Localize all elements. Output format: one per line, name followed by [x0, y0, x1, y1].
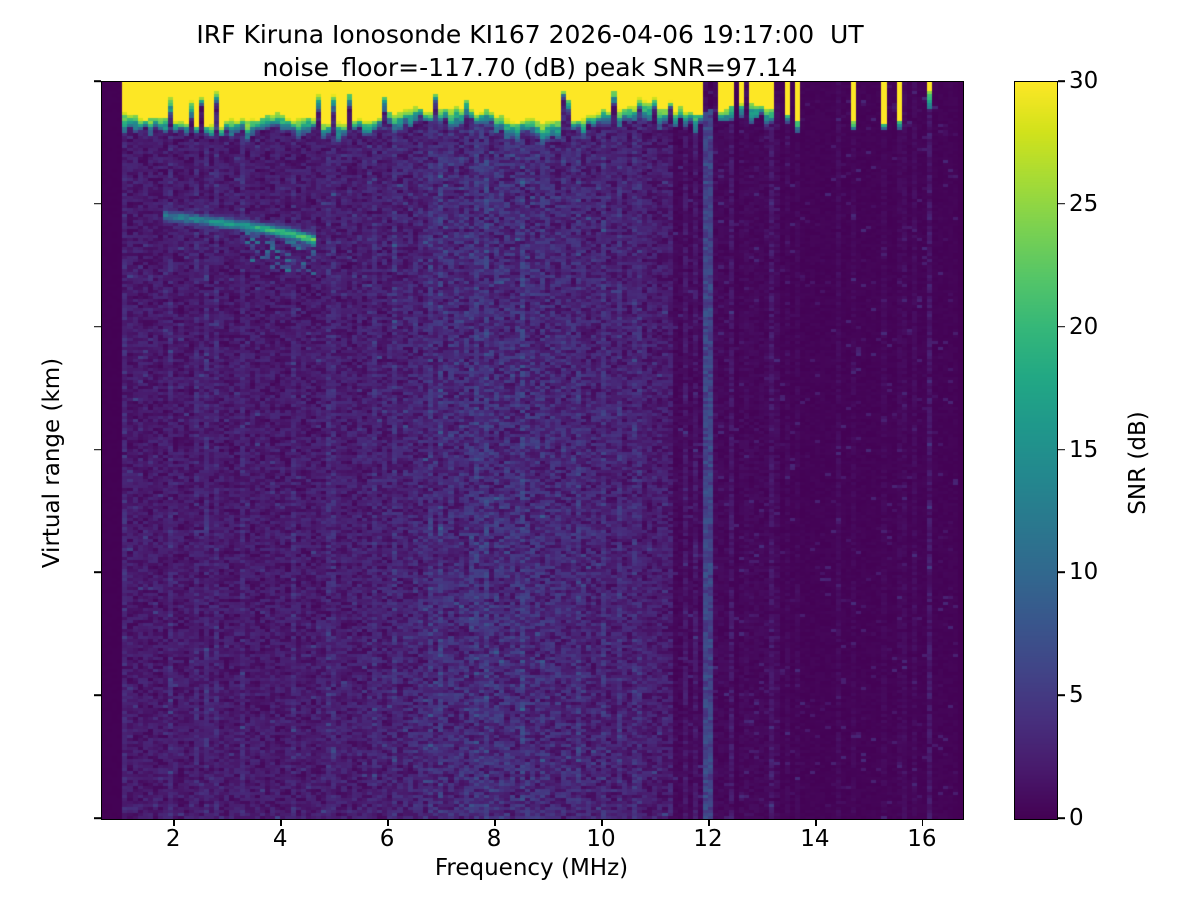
x-tick-label: 10: [586, 826, 616, 852]
ionogram-plot-area: [101, 81, 964, 820]
ionogram-heatmap: [102, 82, 963, 819]
colorbar-tick-mark: [1058, 80, 1065, 82]
colorbar-label: SNR (dB): [1125, 411, 1151, 515]
x-tick-label: 16: [907, 826, 937, 852]
figure-title: IRF Kiruna Ionosonde KI167 2026-04-06 19…: [0, 18, 1060, 84]
x-tick-label: 14: [800, 826, 830, 852]
x-tick-label: 6: [379, 826, 395, 852]
colorbar-tick-label: 20: [1069, 313, 1099, 340]
colorbar-gradient: [1015, 82, 1057, 819]
x-tick-label: 12: [693, 826, 723, 852]
y-tick-mark: [94, 203, 101, 205]
x-tick-mark: [707, 819, 710, 826]
y-tick-mark: [94, 325, 101, 328]
colorbar-tick-label: 15: [1069, 436, 1099, 463]
colorbar-tick-label: 10: [1069, 559, 1099, 586]
title-line-2: noise_floor=-117.70 (dB) peak SNR=97.14: [262, 53, 798, 82]
x-tick-mark: [814, 819, 817, 826]
y-tick-mark: [94, 817, 101, 819]
x-tick-mark: [601, 819, 603, 826]
colorbar-tick-mark: [1058, 448, 1065, 451]
y-tick-mark: [94, 571, 101, 574]
colorbar-tick-mark: [1058, 325, 1065, 328]
y-tick-mark: [94, 694, 101, 696]
x-tick-mark: [173, 819, 175, 826]
x-tick-label: 4: [272, 826, 288, 852]
x-tick-label: 8: [486, 826, 502, 852]
title-line-1: IRF Kiruna Ionosonde KI167 2026-04-06 19…: [196, 20, 864, 49]
colorbar-tick-mark: [1058, 817, 1065, 819]
y-tick-mark: [94, 448, 101, 451]
y-axis-label: Virtual range (km): [39, 357, 65, 569]
y-tick-mark: [94, 80, 101, 82]
colorbar-tick-mark: [1058, 571, 1065, 574]
x-tick-mark: [921, 819, 924, 826]
x-tick-mark: [494, 819, 496, 826]
colorbar-tick-label: 5: [1069, 682, 1084, 709]
colorbar-tick-label: 0: [1069, 805, 1084, 831]
colorbar-tick-mark: [1058, 694, 1065, 696]
x-axis-label: Frequency (MHz): [434, 855, 629, 881]
colorbar: [1014, 81, 1058, 820]
x-tick-mark: [387, 819, 389, 826]
colorbar-tick-mark: [1058, 203, 1065, 205]
x-tick-label: 2: [165, 826, 181, 852]
colorbar-tick-label: 25: [1069, 190, 1099, 217]
colorbar-tick-label: 30: [1069, 68, 1099, 94]
x-tick-mark: [280, 819, 282, 826]
